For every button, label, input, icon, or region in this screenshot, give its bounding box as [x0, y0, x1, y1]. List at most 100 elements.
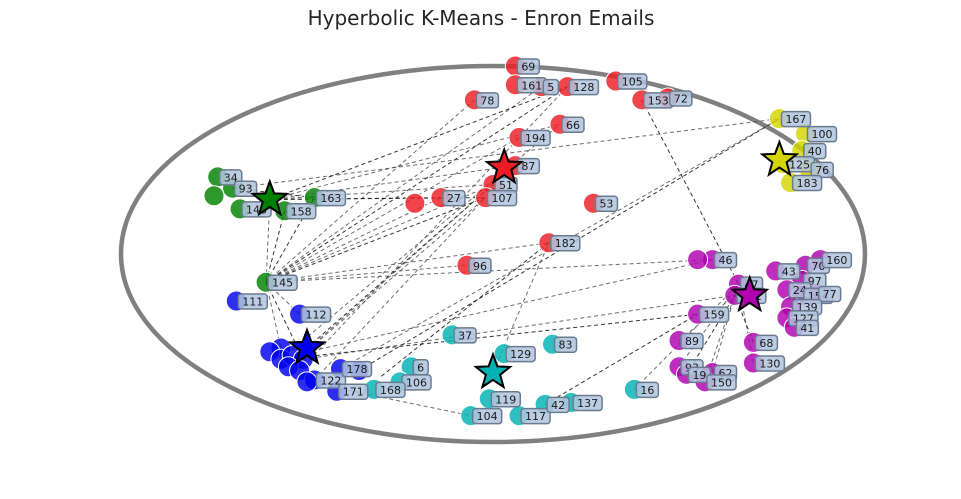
node-label-box	[780, 110, 812, 128]
node-label: 66	[566, 119, 580, 132]
node-label: 6	[417, 361, 424, 374]
node-label: 163	[320, 192, 341, 205]
node-label: 34	[224, 171, 238, 184]
centroids-layer	[249, 139, 800, 390]
node-label: 27	[447, 192, 461, 205]
node-label: 182	[555, 237, 576, 250]
node-label: 125	[789, 158, 810, 171]
node-label-box	[617, 73, 648, 90]
node-label: 69	[521, 61, 535, 74]
node-label: 145	[272, 277, 293, 290]
node-label-box	[520, 129, 551, 147]
node-label-box	[338, 383, 369, 400]
node-label: 153	[648, 94, 669, 107]
node-label: 167	[785, 113, 806, 126]
edge-line	[269, 165, 516, 200]
node-point	[687, 249, 709, 271]
node-label: 119	[495, 393, 516, 406]
edge-line	[381, 242, 550, 377]
edge-line	[265, 210, 286, 283]
node-label: 107	[492, 192, 513, 205]
node-label: 93	[239, 183, 253, 196]
node-label-box	[375, 381, 406, 399]
node-label-box	[233, 180, 258, 197]
node-label-box	[806, 125, 838, 143]
node-label-box	[754, 334, 779, 352]
node-label-box	[546, 396, 570, 414]
node-label: 122	[320, 374, 341, 387]
node-label: 83	[559, 339, 573, 352]
cluster-centroid-star	[249, 178, 290, 217]
node-label: 53	[599, 198, 613, 211]
edge-line	[265, 86, 542, 283]
node-label: 130	[759, 358, 780, 371]
node-label-box	[821, 251, 853, 269]
node-label: 87	[521, 160, 535, 173]
node-label-box	[776, 263, 801, 280]
node-label-box	[561, 116, 585, 134]
edge-line	[266, 264, 468, 283]
cluster-centroid-star	[287, 327, 327, 365]
node-label: 168	[380, 384, 401, 397]
node-point	[203, 185, 225, 207]
node-label-box	[285, 203, 317, 220]
node-label-box	[505, 345, 536, 363]
node-label: 104	[477, 410, 498, 423]
node-label-box	[817, 285, 842, 303]
edge-line	[266, 242, 549, 283]
edge-line	[711, 295, 736, 373]
node-label: 51	[499, 179, 513, 192]
node-label-box	[237, 293, 269, 310]
node-label-box	[520, 407, 551, 425]
edge-line	[265, 197, 315, 283]
node-label: 96	[473, 260, 487, 273]
edge-line	[266, 259, 713, 283]
edge-line	[265, 282, 282, 349]
node-label: 128	[573, 81, 594, 94]
node-label-box	[568, 78, 600, 96]
node-label: 43	[782, 265, 796, 278]
node-label-box	[490, 391, 522, 408]
node-label: 16	[640, 384, 654, 397]
chart-title: Hyperbolic K-Means - Enron Emails	[308, 6, 655, 30]
edge-line	[269, 123, 561, 200]
node-label: 171	[343, 386, 364, 399]
node-label: 77	[823, 288, 837, 301]
edge-line	[299, 86, 568, 371]
node-label-box	[542, 78, 560, 96]
node-label-box	[795, 319, 820, 337]
edge-line	[288, 184, 494, 368]
node-label-box	[315, 189, 347, 207]
node-label: 106	[406, 376, 427, 389]
node-label-box	[706, 374, 737, 391]
poincare-disk-boundary	[118, 63, 868, 445]
cluster-centroid-star	[729, 274, 770, 313]
node-label-box	[516, 58, 541, 75]
edge-line	[544, 313, 698, 405]
node-label: 37	[458, 329, 472, 342]
node-label: 111	[242, 296, 263, 309]
node-label-box	[594, 195, 619, 212]
node-label-box	[572, 394, 603, 412]
node-label-box	[635, 381, 660, 399]
node-label: 178	[346, 363, 367, 376]
node-label-box	[300, 306, 332, 323]
node-label: 105	[622, 76, 643, 89]
node-label-box	[267, 274, 298, 291]
node-label-box	[442, 189, 466, 207]
node-label: 150	[711, 376, 732, 389]
node-label-box	[471, 407, 503, 425]
node-label: 40	[808, 145, 822, 158]
node-label: 5	[547, 81, 554, 94]
edge-line	[303, 294, 735, 360]
node-label-box	[475, 92, 500, 109]
node-label-box	[553, 336, 578, 353]
node-label: 194	[525, 132, 546, 145]
node-label: 72	[674, 92, 688, 105]
node-label-box	[680, 332, 704, 350]
edge-line	[288, 197, 486, 368]
node-label: 129	[510, 348, 531, 361]
node-label-box	[713, 251, 738, 269]
node-label: 112	[306, 309, 327, 322]
